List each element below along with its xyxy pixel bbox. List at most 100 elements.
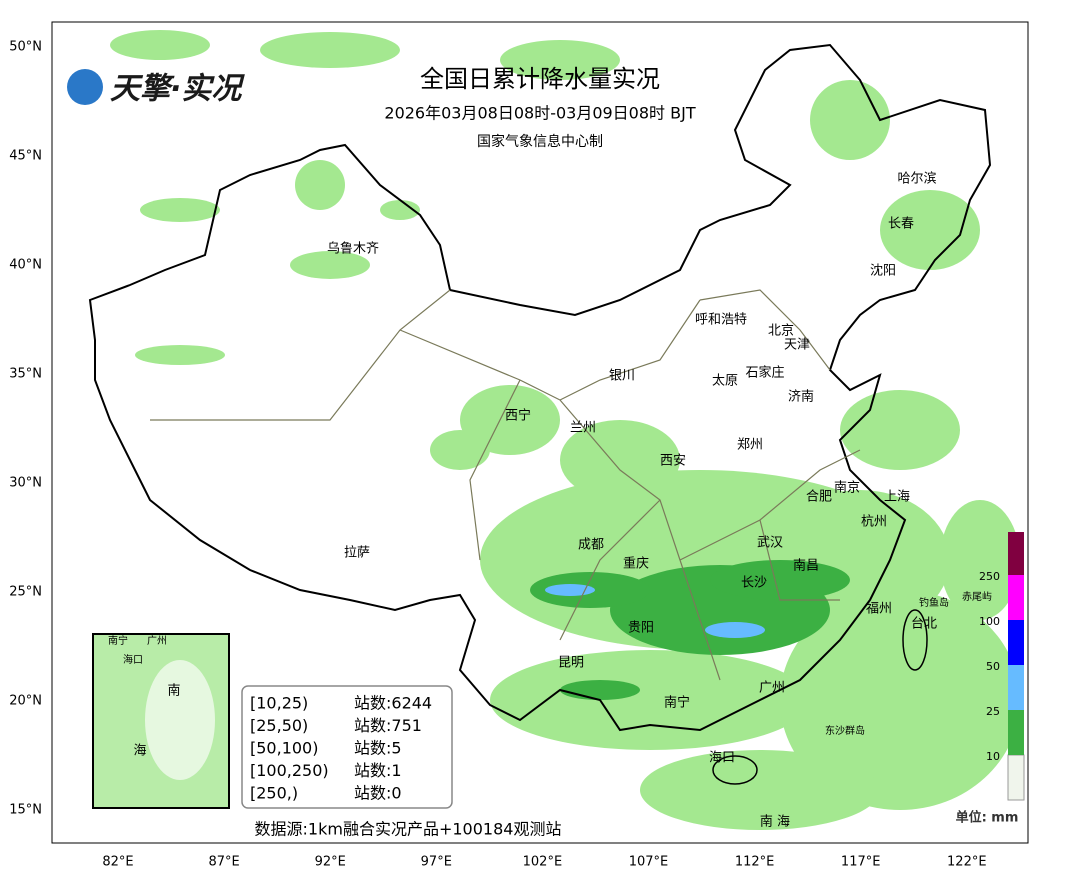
longitude-label: 92°E [315,855,346,870]
city-label: 成都 [578,538,604,553]
latitude-label: 25°N [9,585,42,600]
city-label: 武汉 [757,536,783,551]
province-borders [150,289,861,681]
city-label: 哈尔滨 [897,171,936,187]
legend-count: 站数:0 [354,784,402,803]
legend-count: 站数:1 [354,761,402,780]
colorbar-segment [1008,710,1024,755]
colorbar-segment [1007,754,1025,801]
city-label: 兰州 [570,421,596,436]
longitude-labels: 82°E 87°E 92°E 97°E 102°E 107°E 112°E 117°E 122°… [102,855,986,870]
city-label: 杭州 [861,515,887,530]
latitude-label: 35°N [9,367,42,382]
city-label: 昆明 [558,656,584,671]
period: 2026年03月08日08时-03月09日08时 BJT [384,104,695,123]
city-label: 上海 [884,490,910,505]
logo-icon [67,69,103,105]
legend-count: 站数:751 [354,716,422,735]
longitude-label: 97°E [421,855,452,870]
city-label: 南宁 [664,695,690,711]
longitude-label: 102°E [523,855,563,870]
city-label: 沈阳 [870,264,896,279]
colorbar-label: 250 [979,570,1000,583]
latitude-label: 20°N [9,694,42,709]
latitude-label: 30°N [9,476,42,491]
longitude-label: 112°E [735,855,775,870]
city-label: 石家庄 [745,365,784,381]
city-label: 广州 [759,681,785,696]
colorbar-label: 25 [986,705,1000,718]
island-label: 钓鱼岛 [919,596,949,609]
data-source: 数据源:1km融合实况产品+100184观测站 [255,820,562,839]
title: 全国日累计降水量实况 [420,65,660,93]
inset-label: 广州 [147,635,167,647]
legend-range: [10,25) [250,694,308,713]
colorbar-label: 10 [986,750,1000,763]
city-label: 乌鲁木齐 [327,241,379,257]
colorbar [1007,532,1025,801]
legend-range: [50,100) [250,739,318,758]
city-label: 西宁 [505,408,531,424]
island-label: 东沙群岛 [825,724,865,737]
city-label: 太原 [712,374,738,389]
city-label: 西安 [660,454,686,469]
longitude-label: 117°E [841,855,881,870]
city-label: 拉萨 [344,546,370,561]
legend-count: 站数:6244 [354,694,432,713]
rain-heavy [545,584,765,638]
city-label: 长春 [888,217,914,232]
inset-sea [145,660,215,780]
legend-range: [25,50) [250,716,308,735]
city-label: 重庆 [623,556,649,572]
city-label: 台北 [911,617,937,632]
colorbar-labels: 10 25 50 100 250 [979,570,1000,763]
city-label: 长沙 [741,576,767,591]
sea-label: 南 海 [760,814,790,830]
inset-label: 海 [133,744,146,759]
legend-range: [250,) [250,784,298,803]
city-label: 呼和浩特 [695,313,747,328]
longitude-label: 107°E [629,855,669,870]
taiwan [902,609,928,671]
city-label: 海口 [709,751,735,766]
latitude-label: 45°N [9,149,42,164]
longitude-label: 122°E [947,855,987,870]
city-label: 天津 [784,338,810,353]
island-label: 赤尾屿 [962,591,992,603]
city-label: 郑州 [737,438,763,453]
longitude-label: 82°E [102,855,133,870]
city-label: 合肥 [806,490,832,505]
colorbar-segment [1008,620,1024,665]
inset: 南宁 广州 海口 南 海 [92,633,230,809]
colorbar-label: 100 [979,615,1000,628]
legend: [10,25) 站数:6244 [25,50) 站数:751 [50,100) 站数:5 [… [250,694,432,803]
colorbar-segment [1008,532,1024,575]
city-label: 北京 [768,324,794,339]
rain-light [110,30,1020,830]
city-label: 济南 [788,389,814,405]
inset-label: 海口 [123,653,143,666]
legend-count: 站数:5 [354,739,402,758]
latitude-label: 15°N [9,803,42,818]
legend-range: [100,250) [250,761,329,780]
city-label: 福州 [866,602,892,617]
longitude-label: 87°E [208,855,239,870]
inset-label: 南宁 [108,634,128,647]
city-label: 贵阳 [628,621,654,636]
latitude-label: 40°N [9,258,42,273]
city-label: 南昌 [793,558,819,574]
latitude-labels: 50°N 45°N 40°N 35°N 30°N 25°N 20°N 15°N [9,40,42,818]
latitude-label: 50°N [9,40,42,55]
colorbar-segment [1008,575,1024,620]
city-label: 南京 [834,480,860,496]
colorbar-segment [1008,665,1024,710]
legend-box [241,685,453,809]
city-label: 银川 [609,369,635,384]
producer: 国家气象信息中心制 [477,133,603,150]
hainan [712,755,758,785]
colorbar-label: 50 [986,660,1000,673]
unit-label: 单位: mm [956,810,1019,826]
inset-label: 南 [167,683,180,699]
